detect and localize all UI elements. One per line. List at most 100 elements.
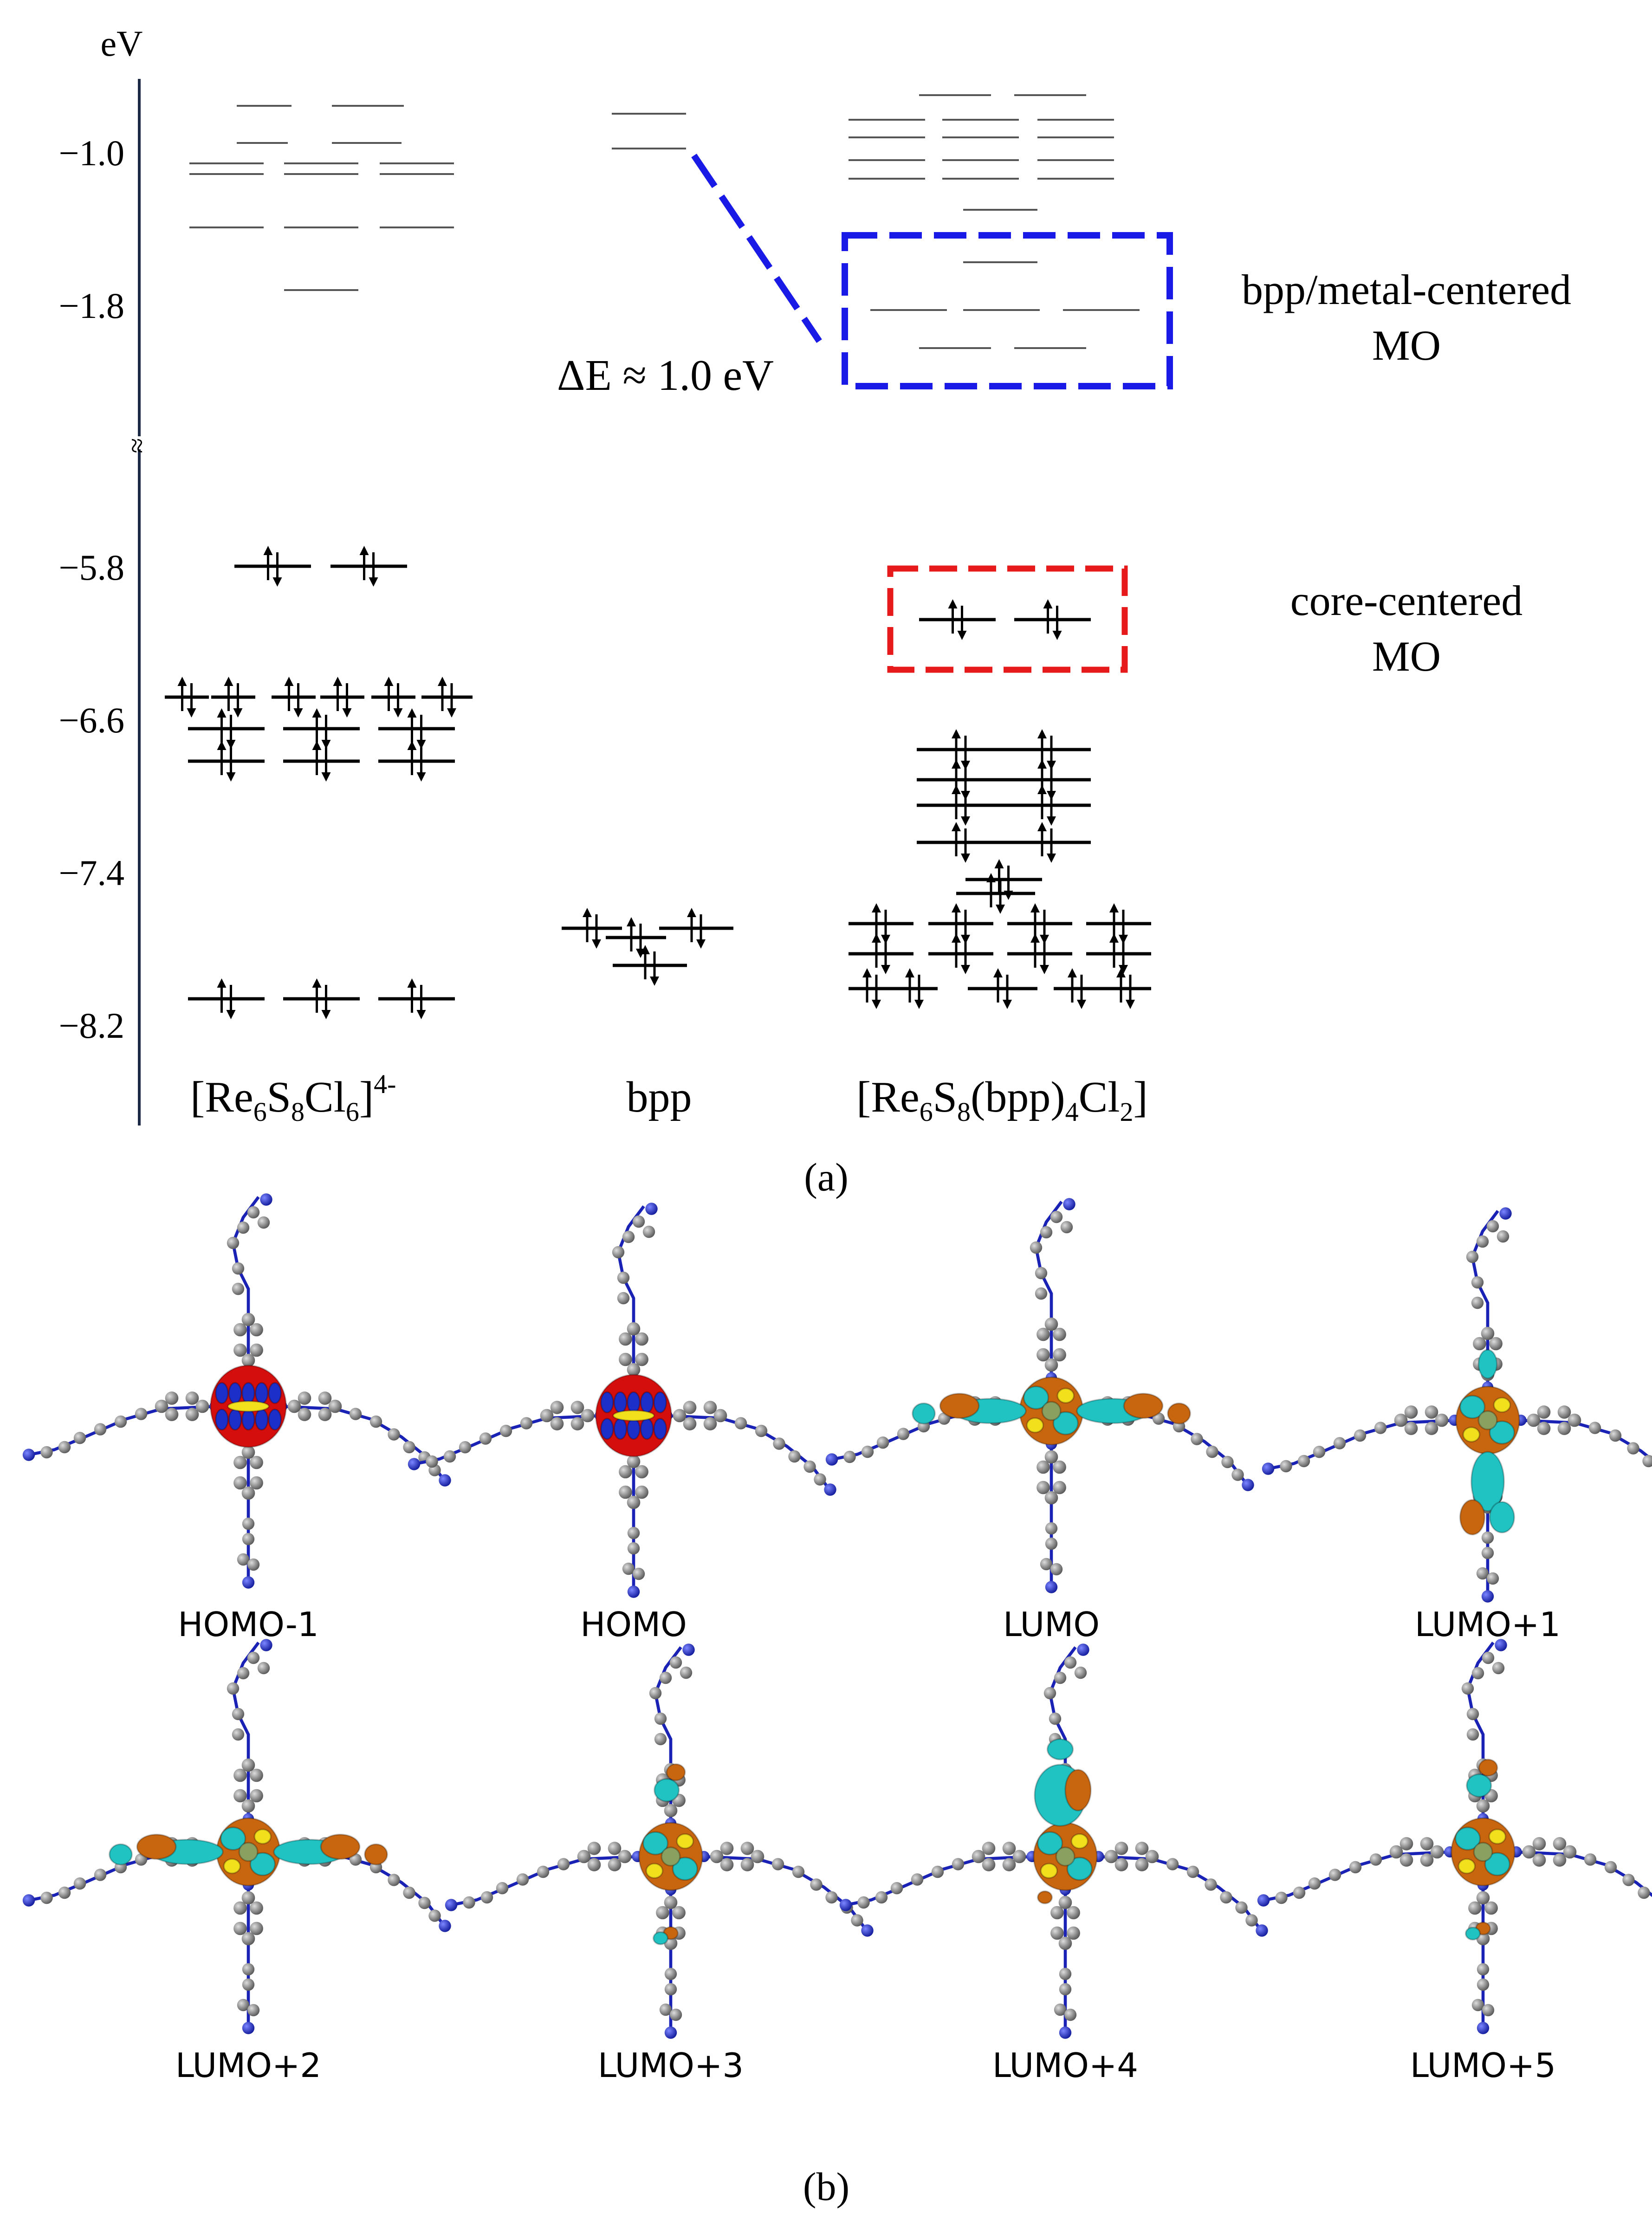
orbital-lobe xyxy=(1473,1842,1493,1862)
orbital-lobe xyxy=(268,1408,282,1431)
tick-label: −7.4 xyxy=(59,853,125,893)
orbital-lobe xyxy=(253,1828,272,1845)
molecule-model xyxy=(1262,1207,1652,1602)
orbital-lobe xyxy=(912,1402,936,1425)
orbital-lobe xyxy=(1489,1501,1515,1533)
orbital-lobe xyxy=(228,1382,242,1404)
axis-unit-label: eV xyxy=(101,23,143,64)
orbital-lobe xyxy=(1123,1392,1164,1419)
orbital-lobe xyxy=(1055,1846,1075,1867)
orbital-lobe xyxy=(676,1833,694,1850)
orbital-grid xyxy=(23,1193,1652,2038)
orbital-lobe xyxy=(1064,1769,1092,1811)
energy-diagram: ≈ eV −1.0 −1.8 −5.8 −6.6 −7.4 −8.2 ΔE ≈ 1.0 e… xyxy=(59,23,1572,1199)
orbital-lobe xyxy=(1046,1738,1074,1760)
orbital-lobe xyxy=(613,1391,628,1414)
orbital-lobe xyxy=(613,1417,628,1440)
tick-label: −6.6 xyxy=(59,700,125,740)
orbital-lobe xyxy=(1052,1411,1079,1436)
orbital-lobe xyxy=(654,1778,680,1802)
orbital-lobe xyxy=(645,1863,664,1879)
axis-break-gap xyxy=(130,436,149,449)
orbital-picture xyxy=(445,1643,874,2038)
orbital-lobe xyxy=(136,1833,177,1860)
orbital-lobe xyxy=(1459,1395,1486,1419)
delta-e-connector xyxy=(691,154,822,343)
orbital-lobe xyxy=(1026,1417,1044,1433)
panel-b-caption: (b) xyxy=(803,2164,849,2209)
orbital-lobe xyxy=(364,1843,388,1866)
orbital-lobe xyxy=(1037,1831,1063,1856)
tick-label: −1.8 xyxy=(59,285,125,326)
orbital-lobe xyxy=(241,1382,255,1404)
orbital-lobe xyxy=(223,1858,241,1874)
orbital-picture xyxy=(1257,1639,1652,2034)
orbital-lobe xyxy=(642,1831,669,1856)
orbital-lobe xyxy=(254,1408,269,1431)
tick-label: −1.0 xyxy=(59,133,125,173)
orbital-lobe xyxy=(1462,1426,1481,1443)
orbital-lobe xyxy=(320,1833,361,1860)
orbital-picture xyxy=(826,1198,1254,1593)
orbital-lobe xyxy=(640,1417,654,1440)
orbital-label: LUMO+5 xyxy=(1410,2046,1556,2085)
orbital-lobe xyxy=(1484,1852,1510,1876)
energy-levels xyxy=(165,94,1151,1019)
orbital-lobe xyxy=(254,1382,269,1404)
orbital-lobe xyxy=(1056,1387,1075,1404)
orbital-lobe xyxy=(1070,1833,1089,1850)
orbital-lobe xyxy=(652,1931,669,1945)
orbital-label: LUMO+2 xyxy=(175,2046,321,2085)
orbital-lobe xyxy=(1488,1828,1507,1845)
orbital-lobe xyxy=(1493,1397,1511,1413)
orbital-lobe xyxy=(627,1417,641,1440)
orbital-picture xyxy=(408,1203,836,1598)
orbital-lobe xyxy=(661,1846,681,1867)
orbital-lobe xyxy=(214,1408,229,1431)
orbital-label: LUMO xyxy=(1003,1605,1100,1644)
blue-box-label-line2: MO xyxy=(1372,322,1441,369)
red-box-label-line1: core-centered xyxy=(1290,577,1522,624)
orbital-label: LUMO+3 xyxy=(598,2046,744,2085)
column-label-complex: [Re6S8(bpp)4Cl2] xyxy=(856,1073,1148,1127)
orbital-lobe xyxy=(238,1842,259,1862)
orbital-lobe xyxy=(249,1852,276,1876)
orbital-label: HOMO-1 xyxy=(178,1605,318,1644)
orbital-lobe xyxy=(1478,1759,1498,1777)
orbital-lobe xyxy=(1037,1890,1053,1904)
tick-label: −5.8 xyxy=(59,547,125,588)
orbital-lobe xyxy=(627,1391,641,1414)
blue-dashed-box xyxy=(842,232,1173,389)
orbital-lobe xyxy=(228,1408,242,1431)
orbital-lobe xyxy=(1471,1451,1505,1512)
orbital-lobe xyxy=(1454,1826,1481,1851)
orbital-lobe xyxy=(268,1382,282,1404)
tick-labels: −1.0 −1.8 −5.8 −6.6 −7.4 −8.2 xyxy=(59,133,125,1046)
orbital-label: HOMO xyxy=(580,1605,687,1644)
blue-box-label-line1: bpp/metal-centered xyxy=(1242,266,1571,313)
orbital-lobe xyxy=(241,1408,255,1431)
orbital-picture xyxy=(23,1193,451,1588)
orbital-lobe xyxy=(227,1400,270,1412)
orbital-lobe xyxy=(1023,1385,1050,1410)
orbital-lobe xyxy=(1041,1401,1062,1421)
orbital-picture xyxy=(1262,1207,1652,1602)
orbital-lobe xyxy=(600,1391,614,1414)
orbital-lobe xyxy=(1459,1499,1486,1536)
column-label-cluster-anion: [Re6S8Cl6]4- xyxy=(190,1069,396,1127)
orbital-picture xyxy=(23,1639,451,2034)
orbital-lobe xyxy=(214,1382,229,1404)
orbital-lobe xyxy=(666,1763,686,1781)
orbital-lobe xyxy=(1464,1927,1481,1941)
orbital-lobe xyxy=(109,1843,133,1866)
orbital-picture xyxy=(840,1643,1268,2038)
red-dashed-box xyxy=(887,565,1128,673)
orbital-lobe xyxy=(1477,1410,1498,1430)
orbital-label: LUMO+4 xyxy=(992,2046,1138,2085)
orbital-lobe xyxy=(1477,1349,1498,1379)
orbital-lobe xyxy=(653,1417,667,1440)
red-box-label-line2: MO xyxy=(1372,633,1441,680)
panel-a-caption: (a) xyxy=(804,1155,848,1199)
orbital-lobe xyxy=(672,1857,698,1881)
